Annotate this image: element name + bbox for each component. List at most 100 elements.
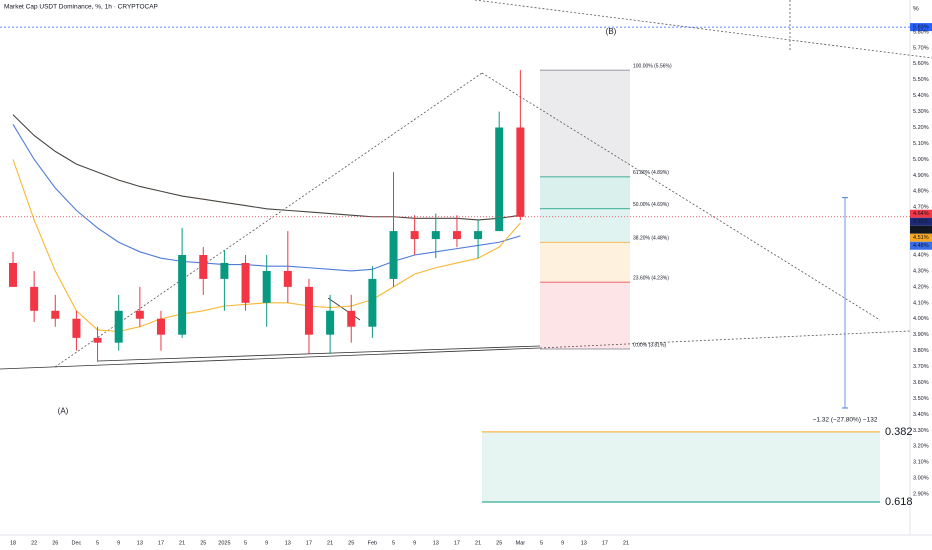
y-tick-label: 5.60% <box>913 61 929 67</box>
fib-label: 100.00% (5.56%) <box>633 63 672 69</box>
x-tick-label: 9 <box>561 540 564 546</box>
x-tick-label: Feb <box>368 540 377 546</box>
x-tick-label: 13 <box>285 540 291 546</box>
y-tick-label: 4.00% <box>913 316 929 322</box>
y-tick-label: 4.30% <box>913 268 929 274</box>
y-tick-label: 3.00% <box>913 476 929 482</box>
x-tick-label: 21 <box>179 540 185 546</box>
y-tick-label: 4.40% <box>913 252 929 258</box>
x-tick-label: 13 <box>433 540 439 546</box>
candle-body <box>178 255 187 335</box>
price-tag <box>910 241 932 250</box>
price-tag <box>910 225 932 234</box>
wave-label: (B) <box>606 27 617 36</box>
axis-unit: % <box>913 6 919 13</box>
x-tick-label: 17 <box>306 540 312 546</box>
x-tick-label: 18 <box>10 540 16 546</box>
x-tick-label: 9 <box>413 540 416 546</box>
target-zone <box>482 431 880 503</box>
y-tick-label: 4.20% <box>913 284 929 290</box>
target-label: 0.382 <box>885 426 913 438</box>
y-tick-label: 4.80% <box>913 189 929 195</box>
x-tick-label: 17 <box>602 540 608 546</box>
trendline <box>474 0 932 59</box>
x-tick-label: Dec <box>72 540 82 546</box>
x-tick-label: 2025 <box>218 540 230 546</box>
y-tick-label: 3.40% <box>913 412 929 418</box>
y-tick-label: 5.80% <box>913 29 929 35</box>
y-tick-label: 4.90% <box>913 173 929 179</box>
fib-zone <box>540 176 630 209</box>
candle-body <box>199 255 208 279</box>
price-tag-label: 4.64% <box>913 211 929 217</box>
price-tag <box>910 217 932 226</box>
x-tick-label: 22 <box>31 540 37 546</box>
y-tick-label: 4.10% <box>913 300 929 306</box>
fib-zone <box>540 208 630 243</box>
candle-body <box>114 310 123 343</box>
candle-body <box>389 231 398 279</box>
fib-label: 0.00% (3.81%) <box>633 342 666 348</box>
y-tick-label: 3.10% <box>913 460 929 466</box>
y-tick-label: 5.40% <box>913 93 929 99</box>
candle-body <box>51 310 60 319</box>
candle-body <box>30 286 39 311</box>
wave-label: (A) <box>58 406 69 415</box>
candle-body <box>452 231 461 240</box>
fib-zone <box>540 70 630 177</box>
y-tick-label: 5.70% <box>913 45 929 51</box>
x-tick-label: 5 <box>392 540 395 546</box>
x-tick-label: 21 <box>327 540 333 546</box>
price-tag-label: 4.55% <box>913 219 929 225</box>
y-tick-label: 3.60% <box>913 380 929 386</box>
candle-body <box>93 337 102 343</box>
x-tick-label: 21 <box>623 540 629 546</box>
x-tick-label: 17 <box>158 540 164 546</box>
candle-body <box>368 278 377 327</box>
target-label: 0.618 <box>885 496 913 508</box>
candle-body <box>431 231 440 240</box>
y-tick-label: 5.30% <box>913 109 929 115</box>
candle-body <box>410 231 419 240</box>
candle-body <box>495 127 504 232</box>
candle-body <box>283 270 292 287</box>
fib-label: 50.00% (4.69%) <box>633 202 669 208</box>
x-tick-label: 25 <box>496 540 502 546</box>
y-tick-label: 3.90% <box>913 332 929 338</box>
y-tick-label: 3.80% <box>913 348 929 354</box>
y-tick-label: 4.70% <box>913 205 929 211</box>
chart-title: Market Cap USDT Dominance, %, 1h · CRYPT… <box>4 4 158 11</box>
x-tick-label: 26 <box>52 540 58 546</box>
price-tag-label: 4.48% <box>913 243 929 249</box>
candle-body <box>241 262 250 303</box>
x-tick-label: 9 <box>265 540 268 546</box>
fib-label: 38.20% (4.48%) <box>633 236 669 242</box>
candle-body <box>135 310 144 319</box>
price-tag-label: 5.83% <box>913 25 929 31</box>
price-tag <box>910 23 932 32</box>
candle-body <box>72 318 81 338</box>
trendline <box>0 347 541 370</box>
candle-body <box>304 286 313 335</box>
x-tick-label: 21 <box>475 540 481 546</box>
x-tick-label: 13 <box>581 540 587 546</box>
fib-label: 23.60% (4.23%) <box>633 275 669 281</box>
candle-body <box>156 318 165 335</box>
x-tick-label: 5 <box>96 540 99 546</box>
candle-body <box>9 262 17 287</box>
candle-body <box>326 310 335 335</box>
measure-label: −1.32 (−27.80%) −132 <box>813 417 878 424</box>
price-tag-label: 4.51% <box>913 227 929 233</box>
fib-zone <box>540 242 630 283</box>
y-tick-label: 3.50% <box>913 396 929 402</box>
fib-zone <box>540 282 630 350</box>
trendline <box>54 72 483 368</box>
candle-body <box>474 231 483 240</box>
y-tick-label: 5.00% <box>913 157 929 163</box>
candle-body <box>347 310 356 327</box>
price-tag-label: 4.51% <box>913 235 929 241</box>
y-tick-label: 3.70% <box>913 364 929 370</box>
trendline <box>539 330 911 349</box>
candle-body <box>262 270 271 303</box>
